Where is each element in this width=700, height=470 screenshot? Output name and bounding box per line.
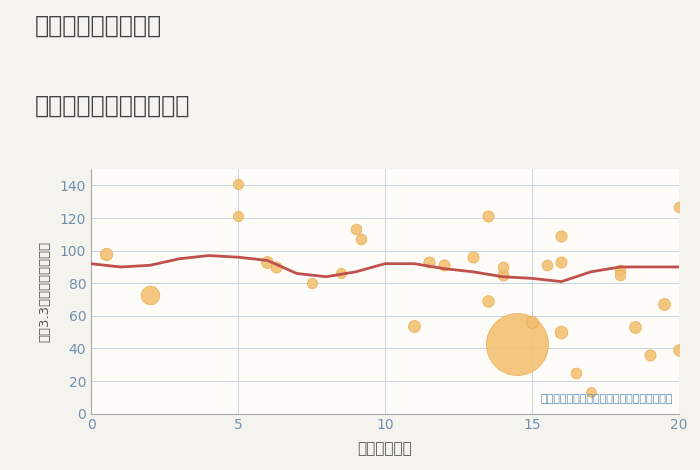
Point <box>497 271 508 279</box>
Point <box>570 369 582 376</box>
Point <box>526 319 538 326</box>
Point <box>482 213 493 220</box>
Point <box>556 258 567 266</box>
Text: 千葉県成田市南敷の: 千葉県成田市南敷の <box>35 14 162 38</box>
X-axis label: 駅距離（分）: 駅距離（分） <box>358 441 412 456</box>
Point <box>629 323 641 331</box>
Point <box>356 235 367 243</box>
Point <box>100 250 111 258</box>
Point <box>262 258 273 266</box>
Text: 円の大きさは、取引のあった物件面積を示す: 円の大きさは、取引のあった物件面積を示す <box>540 394 673 404</box>
Point <box>424 258 435 266</box>
Point <box>644 351 655 359</box>
Point <box>271 263 282 271</box>
Point <box>306 280 317 287</box>
Point <box>673 203 685 211</box>
Point <box>512 340 523 347</box>
Point <box>350 226 361 233</box>
Point <box>615 266 626 274</box>
Point <box>615 271 626 279</box>
Point <box>673 346 685 354</box>
Point <box>409 322 420 329</box>
Text: 駅距離別中古戸建て価格: 駅距離別中古戸建て価格 <box>35 94 190 118</box>
Point <box>232 213 244 220</box>
Point <box>556 329 567 336</box>
Point <box>482 298 493 305</box>
Point <box>232 180 244 188</box>
Point <box>659 301 670 308</box>
Point <box>556 232 567 240</box>
Point <box>497 263 508 271</box>
Point <box>438 262 449 269</box>
Point <box>468 253 479 261</box>
Point <box>144 291 155 298</box>
Point <box>335 270 346 277</box>
Point <box>585 389 596 396</box>
Y-axis label: 坪（3.3㎡）単価（万円）: 坪（3.3㎡）単価（万円） <box>38 241 51 342</box>
Point <box>541 262 552 269</box>
